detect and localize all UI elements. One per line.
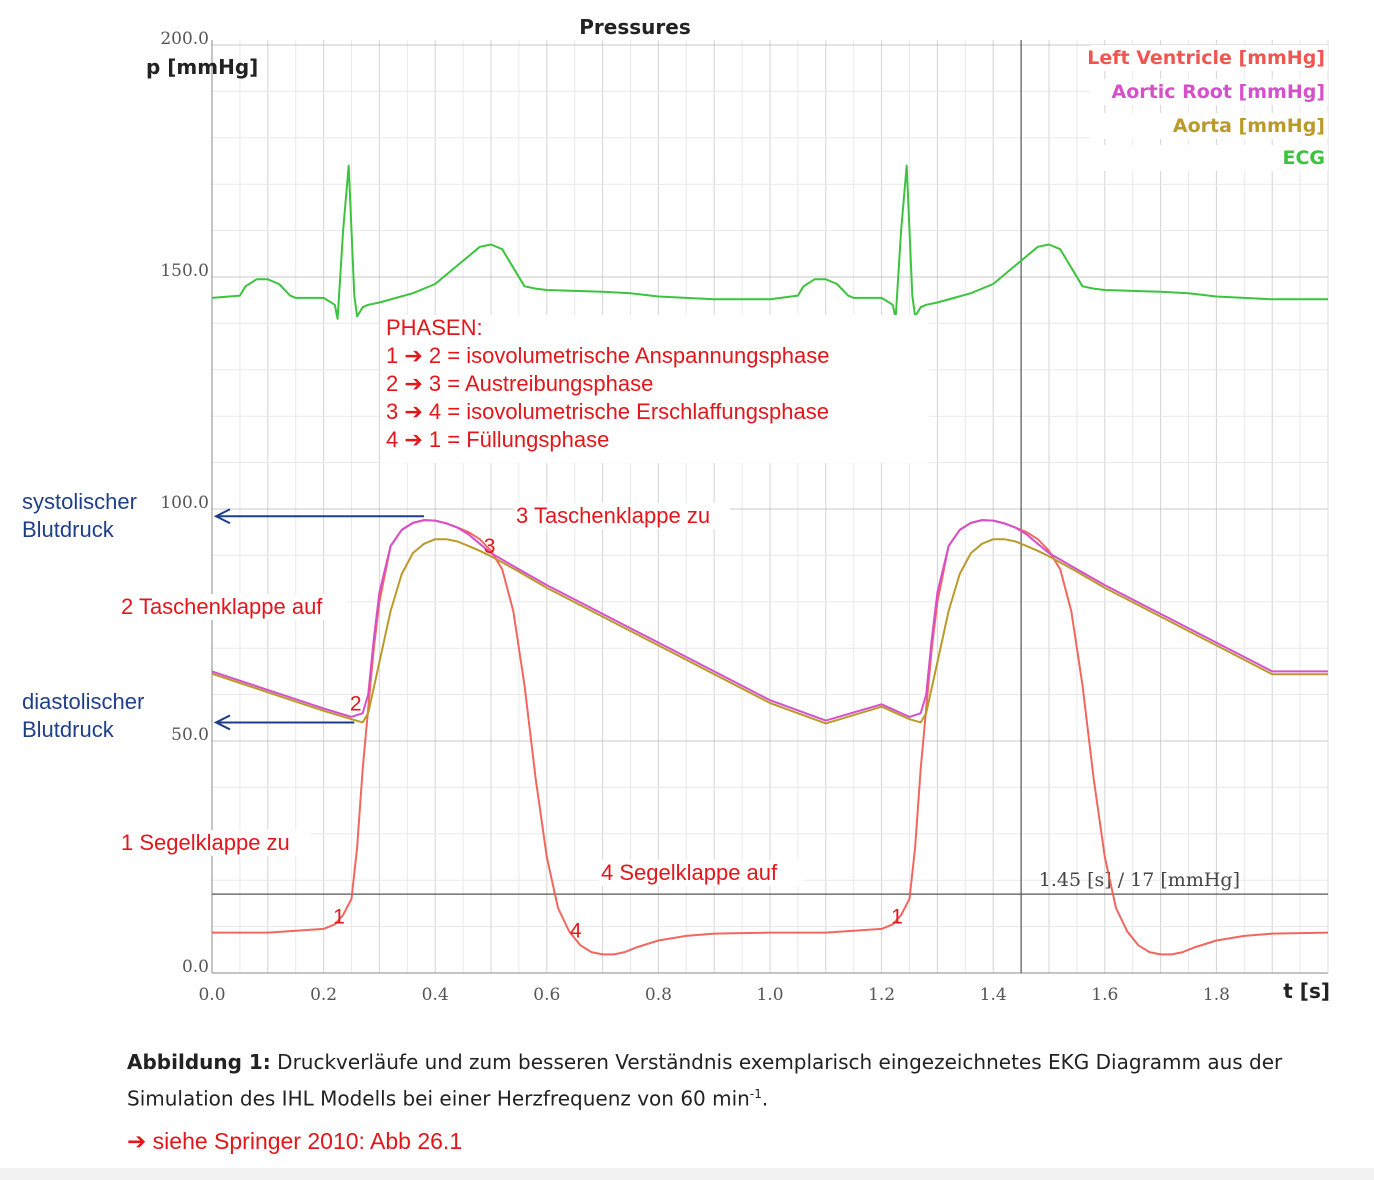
x-tick-label: 1.4 bbox=[980, 985, 1007, 1005]
legend-entry: ECG bbox=[1282, 147, 1325, 169]
caption-label: Abbildung 1: bbox=[127, 1050, 271, 1074]
y-tick-label: 100.0 bbox=[160, 493, 209, 513]
y-tick-label: 150.0 bbox=[160, 261, 209, 281]
pressure-label: systolischer bbox=[22, 489, 137, 514]
legend-entry: Aorta [mmHg] bbox=[1173, 115, 1325, 137]
valve-annotations: 3 Taschenklappe zu 2 Taschenklappe auf 1 S… bbox=[119, 503, 803, 886]
series-line-1 bbox=[211, 519, 1328, 722]
y-axis-label: p [mmHg] bbox=[146, 55, 258, 79]
x-axis-label: t [s] bbox=[1283, 979, 1330, 1003]
x-tick-label: 0.4 bbox=[422, 985, 449, 1005]
pressure-label: Blutdruck bbox=[22, 517, 115, 542]
valve-annotation: 2 Taschenklappe auf bbox=[121, 594, 323, 619]
series-line-3 bbox=[211, 164, 1328, 320]
annotation-bg bbox=[599, 860, 803, 886]
legend-bg bbox=[1090, 79, 1328, 105]
legend: Left Ventricle [mmHg] Aortic Root [mmHg] A… bbox=[1087, 45, 1328, 171]
phase-line: 3 ➔ 4 = isovolumetrische Erschlaffungsph… bbox=[386, 399, 829, 424]
y-tick-label: 0.0 bbox=[182, 957, 209, 977]
figure-caption: Abbildung 1: Druckverläufe und zum besse… bbox=[127, 1046, 1357, 1115]
x-tick-label: 1.2 bbox=[868, 985, 895, 1005]
series-lines bbox=[211, 164, 1329, 956]
valve-annotation: 3 Taschenklappe zu bbox=[516, 503, 710, 528]
x-tick-label: 1.8 bbox=[1203, 985, 1230, 1005]
cursor-crosshair: 1.45 [s] / 17 [mmHg] bbox=[212, 40, 1328, 973]
valve-annotation: 4 Segelklappe auf bbox=[601, 860, 778, 885]
pressure-label: diastolischer bbox=[22, 689, 144, 714]
phase-line: 4 ➔ 1 = Füllungsphase bbox=[386, 427, 609, 452]
axis-ticks: 0.0 0.2 0.4 0.6 0.8 1.0 1.2 1.4 1.6 1.8 0.0 50.0 100… bbox=[160, 29, 1230, 1005]
phase-point-markers: 1 2 3 4 1 bbox=[333, 535, 903, 943]
legend-bg bbox=[1090, 113, 1328, 139]
annotation-bg bbox=[119, 594, 347, 620]
series-line-2 bbox=[211, 538, 1328, 725]
caption-end: . bbox=[761, 1086, 769, 1111]
y-tick-label: 200.0 bbox=[160, 29, 209, 49]
chart-grid bbox=[212, 40, 1328, 974]
x-tick-label: 0.6 bbox=[533, 985, 560, 1005]
phase-point-2: 2 bbox=[350, 693, 362, 716]
legend-entry: Aortic Root [mmHg] bbox=[1112, 81, 1326, 103]
caption-superscript: -1 bbox=[749, 1087, 762, 1101]
phase-line: PHASEN: bbox=[386, 315, 483, 340]
cursor-readout: 1.45 [s] / 17 [mmHg] bbox=[1039, 869, 1240, 891]
annotation-bg bbox=[119, 830, 311, 856]
phase-box-bg bbox=[381, 315, 929, 463]
phase-line: 2 ➔ 3 = Austreibungsphase bbox=[386, 371, 653, 396]
legend-bg bbox=[1090, 45, 1328, 71]
phase-point-4: 4 bbox=[570, 920, 582, 943]
pressure-chart: Pressures p [mmHg] t [s] 0.0 0.2 0.4 0.6 0.8… bbox=[22, 15, 1330, 1005]
blood-pressure-markers: systolischer Blutdruck diastolischer Blutdr… bbox=[22, 489, 425, 742]
valve-annotation: 1 Segelklappe zu bbox=[121, 830, 290, 855]
phase-legend-box: PHASEN: 1 ➔ 2 = isovolumetrische Anspannu… bbox=[381, 315, 929, 463]
phase-point-1: 1 bbox=[333, 906, 345, 929]
pressure-arrow-head bbox=[213, 714, 231, 731]
pressure-arrow-head bbox=[213, 508, 231, 525]
chart-title: Pressures bbox=[579, 15, 690, 39]
x-tick-label: 1.0 bbox=[756, 985, 783, 1005]
y-tick-label: 50.0 bbox=[171, 725, 209, 745]
footer-bar bbox=[0, 1168, 1374, 1180]
x-tick-label: 0.8 bbox=[645, 985, 672, 1005]
x-tick-label: 0.2 bbox=[310, 985, 337, 1005]
phase-point-3: 3 bbox=[484, 535, 496, 558]
phase-line: 1 ➔ 2 = isovolumetrische Anspannungsphas… bbox=[386, 343, 829, 368]
caption-text: Druckverläufe und zum besseren Verständn… bbox=[127, 1050, 1283, 1111]
axis-frame bbox=[211, 40, 1329, 974]
x-tick-label: 1.6 bbox=[1091, 985, 1118, 1005]
annotation-bg bbox=[514, 503, 730, 529]
phase-point-1: 1 bbox=[891, 906, 903, 929]
reference-link[interactable]: ➔ siehe Springer 2010: Abb 26.1 bbox=[127, 1128, 463, 1154]
legend-bg bbox=[1090, 145, 1328, 171]
legend-entry: Left Ventricle [mmHg] bbox=[1087, 47, 1325, 69]
x-tick-label: 0.0 bbox=[198, 985, 225, 1005]
pressure-label: Blutdruck bbox=[22, 717, 115, 742]
